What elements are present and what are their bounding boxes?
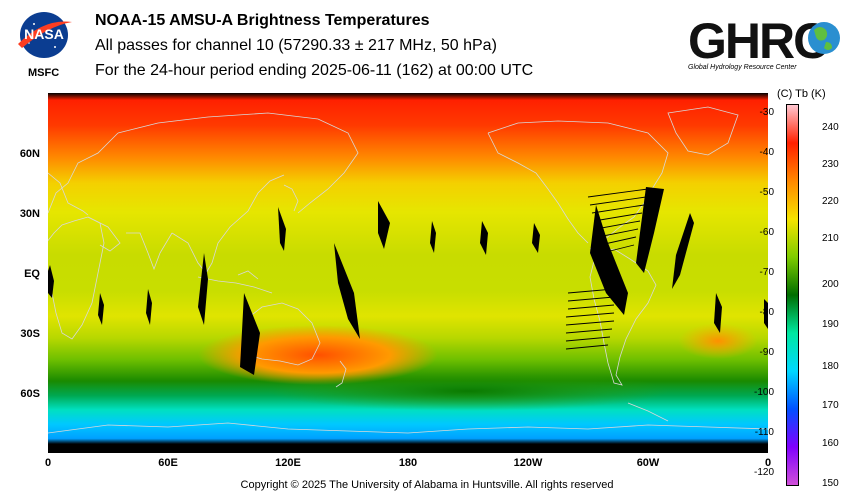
colorbar-k-tick: 240 [822,122,839,133]
colorbar-k-tick: 190 [822,319,839,330]
lat-label-60n: 60N [19,148,40,160]
colorbar-c-tick: -60 [759,227,774,238]
time-period: For the 24-hour period ending 2025-06-11… [95,62,534,79]
nasa-logo-text: NASA [24,26,64,42]
colorbar-c-tick: -80 [759,307,774,318]
org-label: MSFC [28,67,60,79]
nasa-logo: NASA [14,10,74,60]
colorbar-c-tick: -120 [753,467,774,478]
lon-label-120e: 120E [275,457,301,469]
warm-anomaly-2 [678,323,758,359]
lon-label-120w: 120W [513,457,543,469]
lon-label-0-right: 0 [764,457,772,469]
colorbar-c-tick: -70 [759,267,774,278]
colorbar-k-tick: 210 [822,233,839,244]
colorbar-units: (C) Tb (K) [777,88,826,100]
coastlines [48,106,768,434]
colorbar-c-tick: -30 [759,107,774,118]
cool-band [268,371,668,411]
ghrc-name: Global Hydrology Resource Center [688,64,797,71]
lat-label-eq: EQ [24,268,40,280]
lon-label-0-left: 0 [44,457,52,469]
lon-label-60w: 60W [636,457,660,469]
lat-label-60s: 60S [20,388,40,400]
missing-data-swaths [48,187,768,375]
colorbar-k-tick: 150 [822,478,839,489]
colorbar-k-tick: 200 [822,279,839,290]
lat-label-30s: 30S [20,328,40,340]
colorbar-k-tick: 220 [822,196,839,207]
lon-label-60e: 60E [158,457,178,469]
colorbar [786,104,799,486]
channel-subtitle: All passes for channel 10 (57290.33 ± 21… [95,37,497,54]
copyright-notice: Copyright © 2025 The University of Alaba… [240,479,614,491]
colorbar-k-tick: 160 [822,438,839,449]
ghrc-logo: GHRC [686,12,846,69]
lat-label-30n: 30N [19,208,40,220]
colorbar-c-tick: -90 [759,347,774,358]
partial-swath-lines [565,188,649,350]
colorbar-k-tick: 230 [822,159,839,170]
colorbar-k-tick: 180 [822,361,839,372]
colorbar-k-tick: 170 [822,400,839,411]
colorbar-c-tick: -50 [759,187,774,198]
colorbar-c-tick: -100 [753,387,774,398]
lon-label-180: 180 [398,457,418,469]
brightness-temperature-map [48,93,768,453]
colorbar-c-tick: -110 [754,427,774,438]
colorbar-c-tick: -40 [759,147,774,158]
page-title: NOAA-15 AMSU-A Brightness Temperatures [95,12,430,29]
ghrc-logo-text: GHRC [688,13,828,66]
